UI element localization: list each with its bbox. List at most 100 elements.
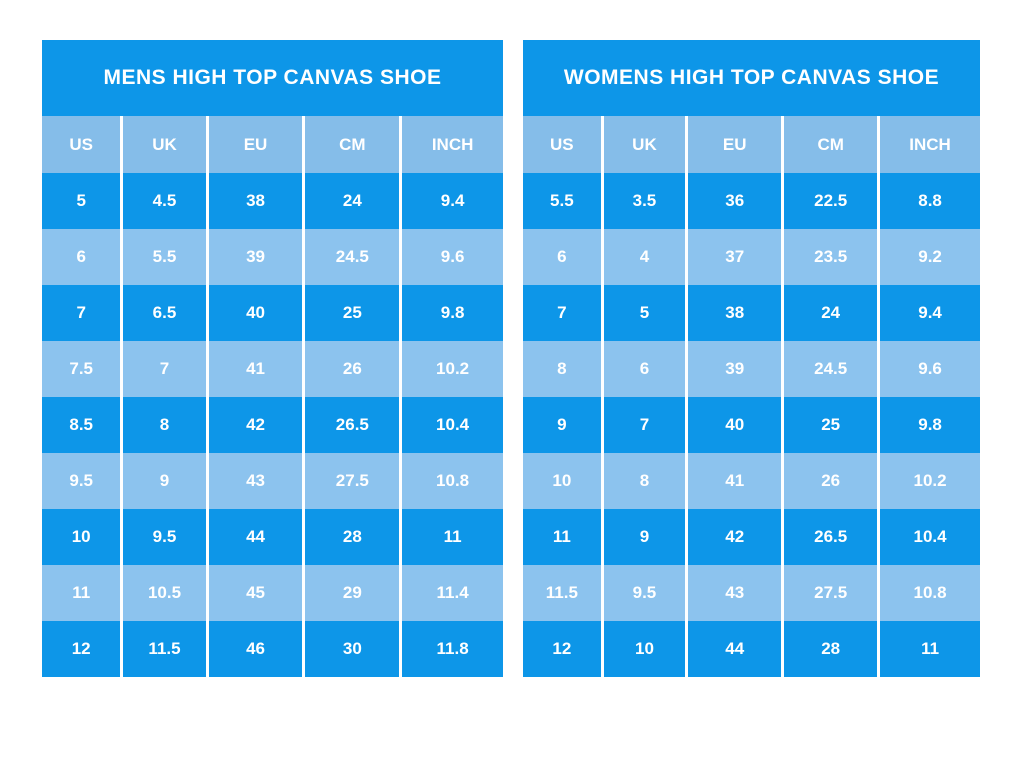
mens-header-cell-col-1: UK: [120, 116, 205, 173]
womens-row-6-cell-col-4: 10.4: [877, 509, 980, 565]
mens-table-row-3: 7.5 7 41 26 10.2: [42, 341, 503, 397]
mens-row-5-cell-col-1: 9: [120, 453, 205, 509]
womens-header-cell-col-4: INCH: [877, 116, 980, 173]
mens-row-4-cell-col-1: 8: [120, 397, 205, 453]
mens-table-title: MENS HIGH TOP CANVAS SHOE: [42, 40, 503, 116]
womens-table-row-3: 8 6 39 24.5 9.6: [523, 341, 980, 397]
womens-row-8-cell-col-3: 28: [781, 621, 877, 677]
mens-row-6-cell-col-2: 44: [205, 509, 303, 565]
womens-row-8-cell-col-4: 11: [877, 621, 980, 677]
womens-table-row-5: 10 8 41 26 10.2: [523, 453, 980, 509]
womens-row-3-cell-col-3: 24.5: [781, 341, 877, 397]
womens-row-8-cell-col-0: 12: [552, 639, 572, 658]
mens-row-8-cell-col-0: 12: [71, 639, 91, 658]
mens-row-6-cell-col-0: 10: [71, 527, 91, 546]
womens-row-6-cell-col-2: 42: [685, 509, 781, 565]
mens-row-2-cell-col-1: 6.5: [120, 285, 205, 341]
mens-row-1-cell-col-3: 24.5: [302, 229, 399, 285]
mens-table-row-0: 5 4.5 38 24 9.4: [42, 173, 503, 229]
womens-row-7-cell-col-0: 11.5: [545, 583, 578, 602]
mens-row-8-cell-col-1: 11.5: [120, 621, 205, 677]
mens-row-0-cell-col-0: 5: [76, 191, 86, 210]
womens-row-0-cell-col-2: 36: [685, 173, 781, 229]
mens-row-5-cell-col-2: 43: [205, 453, 303, 509]
mens-table-row-1: 6 5.5 39 24.5 9.6: [42, 229, 503, 285]
womens-table-row-0: 5.5 3.5 36 22.5 8.8: [523, 173, 980, 229]
mens-header-cell-col-4: INCH: [399, 116, 503, 173]
womens-row-2-cell-col-3: 24: [781, 285, 877, 341]
womens-row-1-cell-col-0: 6: [557, 247, 567, 266]
mens-row-3-cell-col-4: 10.2: [399, 341, 503, 397]
womens-row-5-cell-col-3: 26: [781, 453, 877, 509]
womens-row-6-cell-col-3: 26.5: [781, 509, 877, 565]
mens-size-table: MENS HIGH TOP CANVAS SHOE US UK EU CM INCH 5…: [42, 40, 503, 677]
womens-header-cell-col-3: CM: [781, 116, 877, 173]
mens-row-8-cell-col-2: 46: [205, 621, 303, 677]
mens-row-6-cell-col-4: 11: [399, 509, 503, 565]
womens-row-5-cell-col-0: 10: [552, 471, 572, 490]
mens-row-6-cell-col-3: 28: [302, 509, 399, 565]
womens-table-row-6: 11 9 42 26.5 10.4: [523, 509, 980, 565]
mens-row-4-cell-col-4: 10.4: [399, 397, 503, 453]
mens-row-0-cell-col-3: 24: [302, 173, 399, 229]
womens-row-0-cell-col-4: 8.8: [877, 173, 980, 229]
womens-row-2-cell-col-0: 7: [557, 303, 567, 322]
mens-row-0-cell-col-1: 4.5: [120, 173, 205, 229]
mens-table-row-8: 12 11.5 46 30 11.8: [42, 621, 503, 677]
mens-row-5-cell-col-0: 9.5: [69, 471, 93, 490]
womens-row-1-cell-col-3: 23.5: [781, 229, 877, 285]
womens-row-3-cell-col-1: 6: [600, 341, 686, 397]
womens-row-3-cell-col-4: 9.6: [877, 341, 980, 397]
mens-row-3-cell-col-1: 7: [120, 341, 205, 397]
womens-row-8-cell-col-1: 10: [600, 621, 686, 677]
mens-row-7-cell-col-3: 29: [302, 565, 399, 621]
mens-row-5-cell-col-3: 27.5: [302, 453, 399, 509]
womens-row-7-cell-col-3: 27.5: [781, 565, 877, 621]
womens-table-row-1: 6 4 37 23.5 9.2: [523, 229, 980, 285]
mens-row-8-cell-col-4: 11.8: [399, 621, 503, 677]
womens-header-row: US UK EU CM INCH: [523, 116, 980, 173]
womens-table-row-8: 12 10 44 28 11: [523, 621, 980, 677]
mens-row-3-cell-col-2: 41: [205, 341, 303, 397]
womens-row-4-cell-col-2: 40: [685, 397, 781, 453]
mens-row-1-cell-col-0: 6: [76, 247, 86, 266]
womens-row-2-cell-col-4: 9.4: [877, 285, 980, 341]
mens-row-2-cell-col-4: 9.8: [399, 285, 503, 341]
womens-row-4-cell-col-4: 9.8: [877, 397, 980, 453]
womens-table-row-4: 9 7 40 25 9.8: [523, 397, 980, 453]
womens-row-1-cell-col-1: 4: [600, 229, 686, 285]
mens-row-2-cell-col-3: 25: [302, 285, 399, 341]
mens-row-8-cell-col-3: 30: [302, 621, 399, 677]
mens-table-row-5: 9.5 9 43 27.5 10.8: [42, 453, 503, 509]
mens-table-row-2: 7 6.5 40 25 9.8: [42, 285, 503, 341]
mens-row-0-cell-col-2: 38: [205, 173, 303, 229]
mens-row-4-cell-col-2: 42: [205, 397, 303, 453]
mens-row-3-cell-col-0: 7.5: [69, 359, 93, 378]
mens-row-0-cell-col-4: 9.4: [399, 173, 503, 229]
womens-row-7-cell-col-2: 43: [685, 565, 781, 621]
mens-header-cell-col-0: US: [69, 134, 93, 154]
mens-row-2-cell-col-2: 40: [205, 285, 303, 341]
mens-row-4-cell-col-3: 26.5: [302, 397, 399, 453]
womens-row-3-cell-col-2: 39: [685, 341, 781, 397]
womens-row-4-cell-col-1: 7: [600, 397, 686, 453]
mens-row-7-cell-col-0: 11: [72, 583, 91, 602]
womens-row-0-cell-col-1: 3.5: [600, 173, 686, 229]
mens-table-row-7: 11 10.5 45 29 11.4: [42, 565, 503, 621]
womens-row-2-cell-col-2: 38: [685, 285, 781, 341]
womens-header-cell-col-2: EU: [685, 116, 781, 173]
womens-header-cell-col-1: UK: [600, 116, 686, 173]
womens-size-table: WOMENS HIGH TOP CANVAS SHOE US UK EU CM INCH…: [523, 40, 980, 677]
mens-row-1-cell-col-4: 9.6: [399, 229, 503, 285]
mens-row-7-cell-col-2: 45: [205, 565, 303, 621]
mens-row-6-cell-col-1: 9.5: [120, 509, 205, 565]
womens-table-title: WOMENS HIGH TOP CANVAS SHOE: [523, 40, 980, 116]
womens-header-cell-col-0: US: [550, 134, 574, 154]
womens-row-4-cell-col-0: 9: [557, 415, 567, 434]
mens-row-1-cell-col-2: 39: [205, 229, 303, 285]
womens-row-1-cell-col-4: 9.2: [877, 229, 980, 285]
womens-row-5-cell-col-4: 10.2: [877, 453, 980, 509]
mens-header-cell-col-3: CM: [302, 116, 399, 173]
mens-table-row-4: 8.5 8 42 26.5 10.4: [42, 397, 503, 453]
